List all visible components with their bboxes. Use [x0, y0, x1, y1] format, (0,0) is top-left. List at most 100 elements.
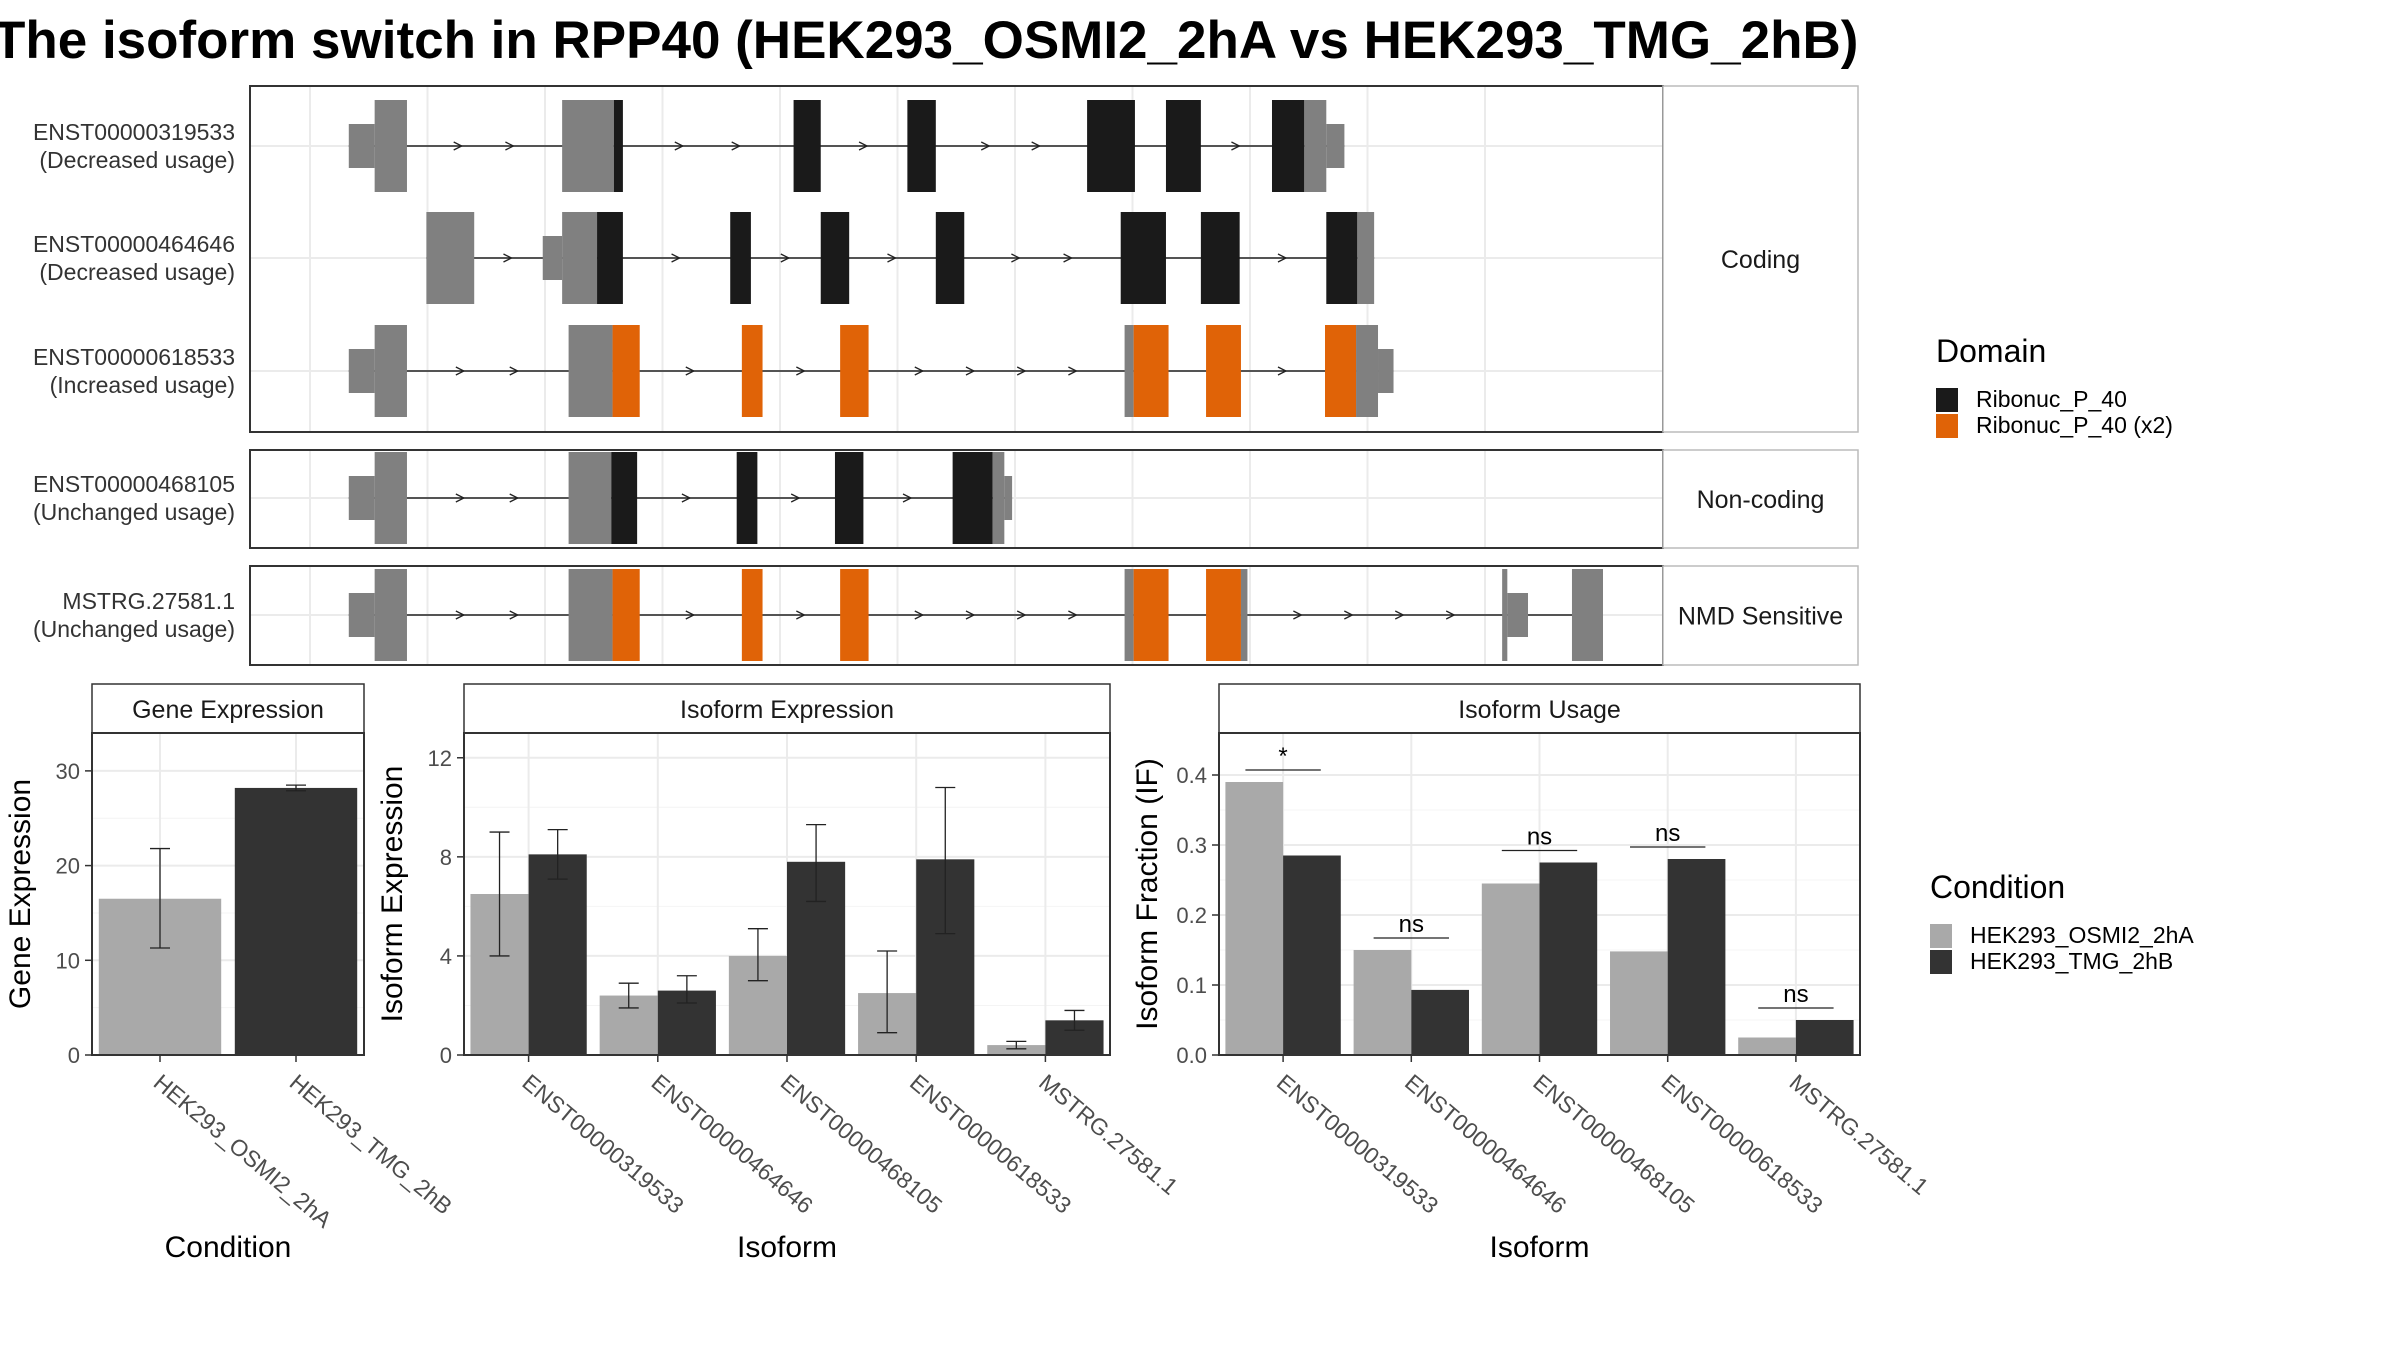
intron-arrow — [780, 253, 791, 263]
intron-arrow — [1277, 253, 1288, 263]
exon-utr — [374, 452, 407, 544]
intron-arrow — [796, 366, 806, 376]
bar — [528, 854, 587, 1055]
condition-legend-label: HEK293_OSMI2_2hA — [1970, 922, 2194, 948]
panel-title: Isoform Expression — [680, 696, 894, 724]
exon-domain — [1200, 212, 1240, 304]
exon-utr — [374, 569, 407, 661]
intron-arrow — [681, 493, 692, 503]
y-tick-label: 0.2 — [1176, 903, 1207, 928]
intron-arrow — [731, 141, 742, 151]
bar — [1411, 989, 1469, 1055]
intron-arrow — [965, 366, 976, 376]
intron-arrow — [980, 141, 991, 151]
isoform-usage-label: (Decreased usage) — [39, 259, 235, 285]
intron-arrow — [1344, 610, 1354, 620]
domain-legend-title: Domain — [1936, 333, 2046, 369]
panel-strip — [463, 683, 1111, 734]
title-svg: The isoform switch in RPP40 (HEK293_OSMI… — [0, 11, 1858, 70]
x-axis-title: Condition — [165, 1231, 292, 1264]
intron-arrow — [685, 366, 696, 376]
bar — [1738, 1037, 1796, 1055]
exon-domain — [612, 569, 640, 661]
exon-utr — [348, 124, 375, 168]
significance-label: ns — [1783, 981, 1808, 1008]
intron-arrow — [902, 493, 913, 503]
intron-arrow — [1063, 253, 1074, 263]
exon-utr — [562, 212, 598, 304]
x-axis-title: Isoform — [737, 1231, 837, 1264]
isoform-usage-label: (Increased usage) — [50, 372, 235, 398]
chart-title: The isoform switch in RPP40 (HEK293_OSMI… — [0, 11, 1858, 70]
intron-arrow — [796, 610, 806, 620]
exon-domain — [730, 212, 751, 304]
condition-legend-swatch — [1930, 924, 1952, 948]
exon-utr — [542, 236, 563, 280]
y-tick-label: 4 — [440, 944, 452, 969]
bar — [1667, 859, 1726, 1055]
y-tick-label: 20 — [56, 854, 80, 879]
isoform-usage-label: (Unchanged usage) — [33, 616, 235, 642]
exon-utr — [1124, 325, 1134, 417]
bar — [987, 1045, 1046, 1055]
x-axis-title: Isoform — [1489, 1231, 1589, 1264]
exon-domain — [840, 569, 869, 661]
facet-strip — [1662, 85, 1859, 433]
intron-arrow — [1445, 610, 1456, 620]
exon-domain — [907, 100, 936, 192]
exon-utr — [426, 212, 475, 304]
facet-strip-label: Coding — [1721, 246, 1800, 274]
exon-domain — [741, 569, 763, 661]
exon-utr — [1507, 593, 1529, 637]
isoform-name-label: ENST00000319533 — [33, 119, 235, 145]
exon-domain — [736, 452, 758, 544]
exon-utr — [1502, 569, 1508, 661]
exon-domain — [611, 452, 638, 544]
bar — [1225, 782, 1284, 1055]
exon-domain — [1326, 212, 1358, 304]
exon-domain — [952, 452, 993, 544]
intron-arrow — [503, 253, 513, 263]
exon-utr — [348, 593, 375, 637]
exon-utr — [1356, 325, 1379, 417]
y-tick-label: 0 — [440, 1043, 452, 1068]
exon-utr — [568, 452, 612, 544]
y-tick-label: 0.4 — [1176, 763, 1207, 788]
facet-strip-label: Non-coding — [1697, 486, 1825, 514]
exon-utr — [1124, 569, 1134, 661]
intron-arrow — [858, 141, 869, 151]
intron-arrow — [1394, 610, 1405, 620]
y-tick-label: 8 — [440, 845, 452, 870]
condition-legend-swatch — [1930, 950, 1952, 974]
exon-domain — [613, 100, 623, 192]
facet-strip — [1662, 449, 1859, 549]
y-axis-title: Isoform Expression — [376, 766, 409, 1023]
page-title: The isoform switch in RPP40 (HEK293_OSMI… — [0, 0, 2400, 95]
y-tick-label: 12 — [428, 746, 452, 771]
domain-legend-swatch — [1936, 388, 1958, 412]
exon-domain — [1120, 212, 1166, 304]
condition-legend-label: HEK293_TMG_2hB — [1970, 948, 2173, 974]
exon-domain — [1133, 569, 1169, 661]
exon-utr — [1357, 212, 1375, 304]
intron-arrow — [505, 141, 515, 151]
exon-domain — [1206, 325, 1241, 417]
intron-arrow — [887, 253, 897, 263]
bar — [1610, 951, 1668, 1055]
intron-arrow — [914, 366, 925, 376]
y-tick-label: 30 — [56, 759, 80, 784]
intron-arrow — [1011, 253, 1021, 263]
y-axis-title: Isoform Fraction (IF) — [1131, 758, 1164, 1030]
exon-domain — [1133, 325, 1169, 417]
panel-strip — [91, 683, 365, 734]
exon-domain — [1206, 569, 1241, 661]
exon-utr — [374, 100, 407, 192]
exon-domain — [1325, 325, 1357, 417]
exon-domain — [935, 212, 965, 304]
exon-utr — [1240, 569, 1248, 661]
panel-strip — [1218, 683, 1861, 734]
exon-utr — [992, 452, 1005, 544]
isoform-usage-label: (Decreased usage) — [39, 147, 235, 173]
isoform-name-label: ENST00000618533 — [33, 344, 235, 370]
